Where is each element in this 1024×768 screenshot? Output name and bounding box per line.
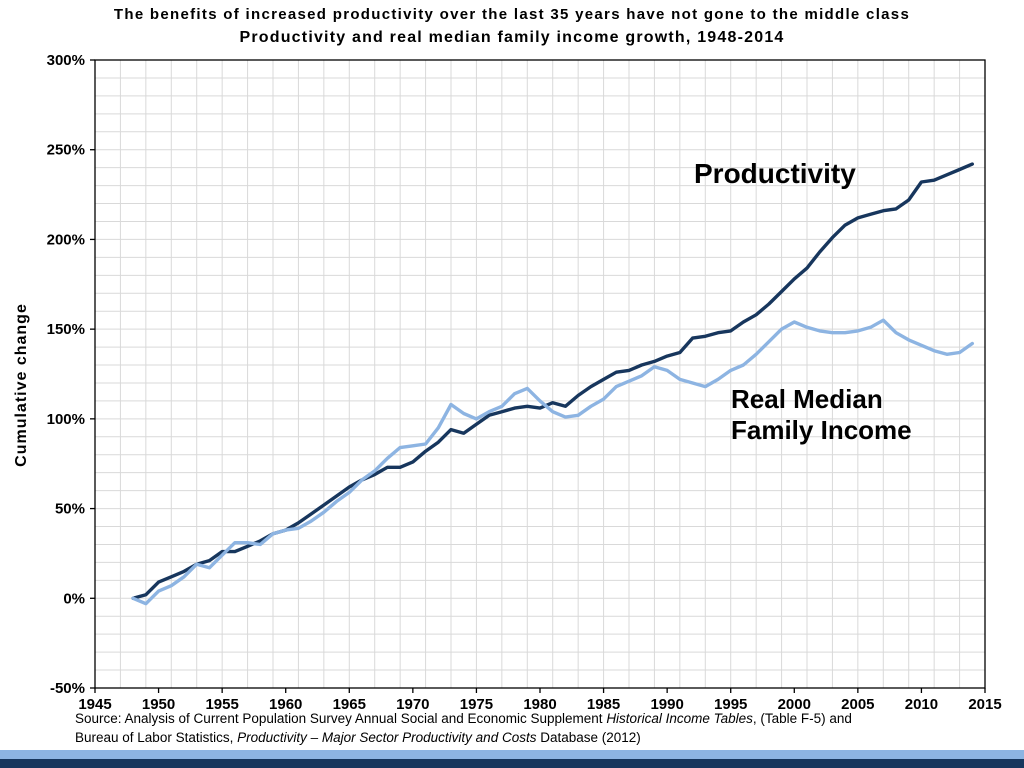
- svg-text:300%: 300%: [47, 52, 85, 69]
- svg-text:250%: 250%: [47, 142, 85, 159]
- source-text: Bureau of Labor Statistics,: [75, 730, 238, 745]
- footer-stripe-dark-blue: [0, 759, 1024, 768]
- income-series-label: Real Median Family Income: [731, 384, 912, 445]
- axis-ticks: [90, 59, 986, 693]
- source-note-line2: Bureau of Labor Statistics, Productivity…: [75, 730, 641, 745]
- y-axis-tick-labels: 300% 250% 200% 150% 100% 50% 0% -50%: [47, 52, 85, 697]
- income-series-label-line2: Family Income: [731, 414, 912, 445]
- chart-title: The benefits of increased productivity o…: [113, 6, 911, 23]
- svg-text:0%: 0%: [63, 590, 85, 607]
- svg-text:2005: 2005: [841, 696, 874, 713]
- source-text: , (Table F-5) and: [752, 711, 852, 726]
- svg-text:1985: 1985: [587, 696, 620, 713]
- y-axis-title: Cumulative change: [13, 303, 30, 467]
- svg-text:200%: 200%: [47, 231, 85, 248]
- x-axis-tick-labels: 1945 1950 1955 1960 1965 1970 1975 1980 1985 1990…: [78, 696, 1001, 713]
- plot-border: [94, 59, 986, 689]
- source-text: Database (2012): [536, 730, 641, 745]
- income-series-label-line1: Real Median: [731, 384, 883, 414]
- svg-text:2000: 2000: [778, 696, 811, 713]
- svg-text:1965: 1965: [333, 696, 366, 713]
- svg-text:100%: 100%: [47, 411, 85, 428]
- svg-text:1975: 1975: [460, 696, 493, 713]
- svg-text:2010: 2010: [905, 696, 938, 713]
- real-median-family-income-line: [131, 318, 974, 606]
- svg-text:-50%: -50%: [50, 680, 85, 697]
- productivity-series-label: Productivity: [694, 158, 856, 189]
- svg-text:1995: 1995: [714, 696, 747, 713]
- source-text: Source: Analysis of Current Population S…: [75, 711, 607, 726]
- svg-text:1970: 1970: [396, 696, 429, 713]
- svg-text:50%: 50%: [55, 501, 85, 518]
- svg-text:1955: 1955: [205, 696, 238, 713]
- source-italic-title: Productivity – Major Sector Productivity…: [237, 730, 537, 745]
- svg-text:2015: 2015: [968, 696, 1001, 713]
- svg-text:1990: 1990: [650, 696, 683, 713]
- svg-text:1960: 1960: [269, 696, 302, 713]
- source-note-line1: Source: Analysis of Current Population S…: [75, 711, 852, 726]
- gridlines: [94, 59, 986, 689]
- source-italic-title: Historical Income Tables: [606, 711, 753, 726]
- svg-text:1980: 1980: [523, 696, 556, 713]
- svg-text:1950: 1950: [142, 696, 175, 713]
- chart-subtitle: Productivity and real median family inco…: [239, 29, 785, 46]
- svg-text:150%: 150%: [47, 321, 85, 338]
- svg-text:1945: 1945: [78, 696, 111, 713]
- footer-stripe-light-blue: [0, 750, 1024, 759]
